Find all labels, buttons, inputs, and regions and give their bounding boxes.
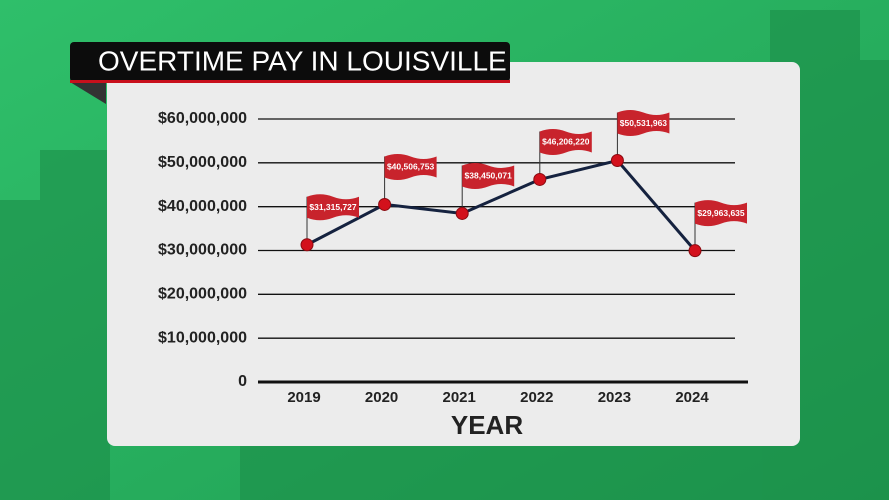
flag <box>695 200 747 227</box>
x-tick-label: 2020 <box>365 389 398 406</box>
x-tick-label: 2023 <box>598 389 631 406</box>
value-label: $50,531,963 <box>620 118 668 128</box>
x-tick-label: 2022 <box>520 389 553 406</box>
title-underline <box>70 80 510 83</box>
point <box>300 238 314 252</box>
point <box>378 197 392 211</box>
flag <box>384 153 437 180</box>
y-tick-label: $30,000,000 <box>158 242 247 259</box>
point <box>688 244 702 258</box>
flag <box>307 194 359 221</box>
point <box>610 154 624 168</box>
title-fold <box>70 82 106 104</box>
x-tick-label: 2021 <box>443 389 476 406</box>
y-tick-label: $10,000,000 <box>158 329 247 346</box>
x-tick-label: 2019 <box>287 389 320 406</box>
point <box>455 206 469 220</box>
flag <box>462 162 515 189</box>
x-axis-title: YEAR <box>451 410 523 440</box>
value-label: $38,450,071 <box>465 171 513 181</box>
line <box>306 158 697 252</box>
y-tick-label: $50,000,000 <box>158 154 247 171</box>
value-label: $29,963,635 <box>697 208 745 218</box>
flag <box>539 128 592 155</box>
value-label: $40,506,753 <box>387 162 435 172</box>
value-label: $46,206,220 <box>542 137 590 147</box>
y-tick-label: $40,000,000 <box>158 198 247 215</box>
chart-title: OVERTIME PAY IN LOUISVILLE <box>98 45 507 76</box>
panel <box>107 62 800 446</box>
flag <box>617 110 670 137</box>
value-label: $31,315,727 <box>309 202 357 212</box>
skyline <box>0 10 889 500</box>
y-tick-label: $20,000,000 <box>158 286 247 303</box>
y-tick-label: $60,000,000 <box>158 110 247 127</box>
point <box>533 172 547 186</box>
title-box <box>70 42 510 82</box>
y-tick-label: 0 <box>238 373 247 390</box>
x-tick-label: 2024 <box>675 389 709 406</box>
